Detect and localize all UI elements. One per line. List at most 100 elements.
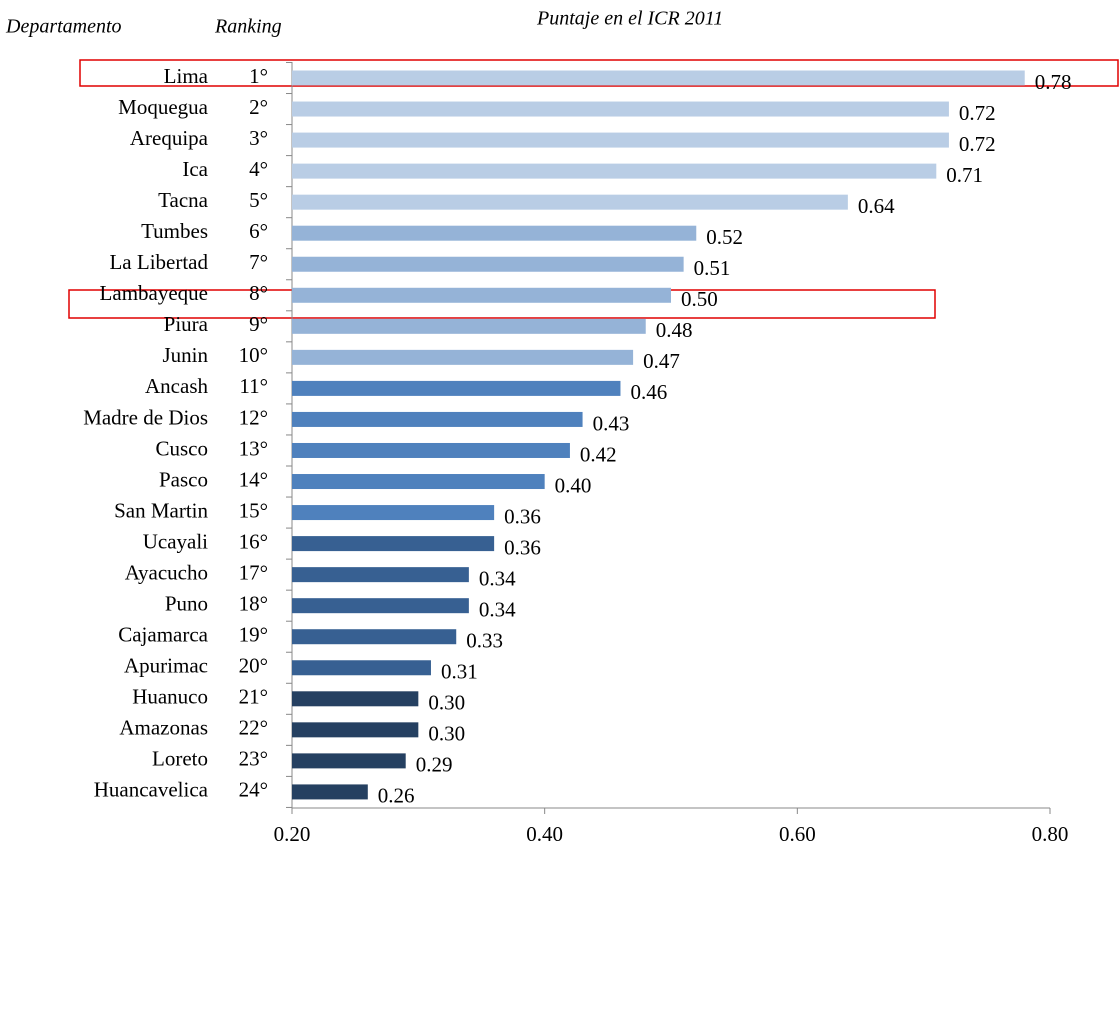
bar (292, 225, 697, 241)
value-label: 0.30 (428, 722, 465, 746)
rank-label: 10° (239, 343, 268, 367)
value-label: 0.31 (441, 660, 478, 684)
bar (292, 287, 671, 303)
bar (292, 349, 634, 365)
rank-label: 23° (239, 747, 268, 771)
rank-label: 20° (239, 654, 268, 678)
value-label: 0.29 (416, 753, 453, 777)
category-label: Tacna (158, 188, 209, 212)
category-label: Cajamarca (118, 623, 208, 647)
bar (292, 567, 469, 583)
rank-label: 3° (249, 126, 268, 150)
bar (292, 753, 406, 769)
category-label: Amazonas (119, 716, 208, 740)
bar (292, 70, 1025, 86)
chart-title: Puntaje en el ICR 2011 (536, 8, 723, 30)
rank-label: 12° (239, 405, 268, 429)
category-header: Departamento (5, 16, 122, 38)
value-label: 0.34 (479, 566, 516, 590)
rank-label: 22° (239, 716, 268, 740)
rank-label: 4° (249, 157, 268, 181)
rank-label: 17° (239, 560, 268, 584)
rank-header: Ranking (214, 16, 282, 38)
category-label: Cusco (156, 436, 209, 460)
value-label: 0.72 (959, 132, 996, 156)
bar (292, 691, 419, 707)
rank-label: 11° (239, 374, 268, 398)
value-label: 0.78 (1035, 70, 1072, 94)
bar (292, 380, 621, 396)
value-label: 0.30 (428, 691, 465, 715)
bar (292, 784, 368, 800)
value-label: 0.48 (656, 318, 693, 342)
value-label: 0.47 (643, 349, 680, 373)
x-tick-label: 0.80 (1032, 822, 1069, 846)
bar (292, 536, 495, 552)
category-label: La Libertad (109, 250, 208, 274)
highlight-box (79, 59, 1119, 87)
x-tick-label: 0.40 (526, 822, 563, 846)
bar (292, 256, 684, 272)
category-label: Huancavelica (94, 778, 209, 802)
rank-label: 2° (249, 95, 268, 119)
value-label: 0.36 (504, 504, 541, 528)
category-label: Ucayali (143, 529, 208, 553)
category-label: Pasco (159, 467, 208, 491)
bar (292, 101, 949, 117)
category-label: Ayacucho (125, 560, 208, 584)
category-label: Moquegua (118, 95, 208, 119)
rank-label: 5° (249, 188, 268, 212)
value-label: 0.46 (630, 380, 667, 404)
rank-label: 9° (249, 312, 268, 336)
category-label: Apurimac (124, 654, 208, 678)
rank-label: 19° (239, 623, 268, 647)
value-label: 0.64 (858, 194, 895, 218)
bar (292, 194, 848, 210)
value-label: 0.71 (946, 163, 983, 187)
value-label: 0.42 (580, 442, 617, 466)
bar (292, 629, 457, 645)
category-label: Lima (164, 64, 209, 88)
category-label: Huanuco (132, 685, 208, 709)
value-label: 0.50 (681, 287, 718, 311)
x-tick-label: 0.60 (779, 822, 816, 846)
rank-label: 8° (249, 281, 268, 305)
value-label: 0.72 (959, 101, 996, 125)
rank-label: 18° (239, 591, 268, 615)
bar (292, 505, 495, 521)
category-label: Loreto (152, 747, 208, 771)
bar (292, 660, 431, 676)
bar (292, 411, 583, 427)
bar (292, 318, 646, 334)
bar (292, 474, 545, 490)
value-label: 0.34 (479, 597, 516, 621)
rank-label: 6° (249, 219, 268, 243)
bar (292, 722, 419, 738)
category-label: Piura (164, 312, 209, 336)
value-label: 0.26 (378, 784, 415, 808)
bar (292, 163, 937, 179)
x-tick-label: 0.20 (274, 822, 311, 846)
rank-label: 14° (239, 467, 268, 491)
rank-label: 16° (239, 529, 268, 553)
rank-label: 1° (249, 64, 268, 88)
value-label: 0.51 (694, 256, 731, 280)
category-label: Tumbes (141, 219, 208, 243)
value-label: 0.33 (466, 629, 503, 653)
bar (292, 132, 949, 148)
rank-label: 13° (239, 436, 268, 460)
rank-label: 24° (239, 778, 268, 802)
value-label: 0.40 (555, 473, 592, 497)
value-label: 0.52 (706, 225, 743, 249)
category-label: Madre de Dios (83, 405, 208, 429)
bar (292, 598, 469, 614)
category-label: Ica (182, 157, 208, 181)
category-label: Ancash (145, 374, 208, 398)
category-label: Lambayeque (100, 281, 208, 305)
rank-label: 15° (239, 498, 268, 522)
value-label: 0.36 (504, 535, 541, 559)
category-label: San Martin (114, 498, 208, 522)
category-label: Arequipa (130, 126, 209, 150)
value-label: 0.43 (593, 411, 630, 435)
